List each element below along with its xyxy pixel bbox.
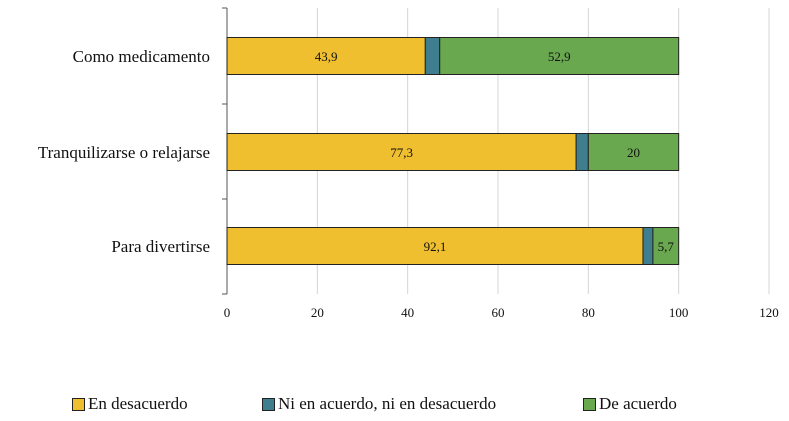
- data-label-de-acuerdo-para-divertirse: 5,7: [658, 239, 675, 254]
- category-label-para-divertirse: Para divertirse: [111, 237, 210, 256]
- legend-label-de-acuerdo: De acuerdo: [599, 394, 677, 413]
- bar-de-acuerdo-tranquilizarse-o-relajarse: [587, 133, 680, 171]
- bar-en-desacuerdo-para-divertirse: [226, 227, 644, 265]
- legend-item-de-acuerdo: De acuerdo: [583, 394, 677, 414]
- category-label-como-medicamento: Como medicamento: [73, 47, 210, 66]
- bar-de-acuerdo-como-medicamento: [439, 37, 680, 75]
- bar-ni-en-acuerdo-ni-en-desacuerdo-para-divertirse: [642, 227, 654, 265]
- legend-swatch-de-acuerdo: [583, 397, 596, 411]
- legend-label-ni-en-acuerdo: Ni en acuerdo, ni en desacuerdo: [278, 394, 497, 413]
- data-label-de-acuerdo-tranquilizarse-o-relajarse: 20: [627, 145, 640, 160]
- bar-ni-en-acuerdo-ni-en-desacuerdo-tranquilizarse-o-relajarse: [575, 133, 589, 171]
- legend-label-en-desacuerdo: En desacuerdo: [88, 394, 188, 413]
- bars: [226, 37, 680, 265]
- x-tick-label: 120: [759, 305, 779, 320]
- stacked-bar-chart: 0 20 40 60 80 100 120 Como medicamento Tranquili…: [38, 7, 779, 320]
- bar-en-desacuerdo-como-medicamento: [226, 37, 426, 75]
- x-tick-label: 80: [582, 305, 595, 320]
- bar-de-acuerdo-para-divertirse: [652, 227, 680, 265]
- legend: En desacuerdo Ni en acuerdo, ni en desac…: [0, 394, 789, 418]
- legend-swatch-en-desacuerdo: [72, 397, 85, 411]
- x-tick-label: 100: [669, 305, 689, 320]
- data-label-en-desacuerdo-como-medicamento: 43,9: [315, 49, 338, 64]
- category-label-tranquilizarse-o-relajarse: Tranquilizarse o relajarse: [38, 143, 210, 162]
- labels: 0 20 40 60 80 100 120 Como medicamento Tranquili…: [38, 47, 779, 320]
- data-label-de-acuerdo-como-medicamento: 52,9: [548, 49, 571, 64]
- x-tick-label: 0: [224, 305, 231, 320]
- legend-item-ni-en-acuerdo: Ni en acuerdo, ni en desacuerdo: [262, 394, 496, 414]
- legend-item-en-desacuerdo: En desacuerdo: [72, 394, 188, 414]
- x-tick-label: 60: [492, 305, 505, 320]
- data-label-en-desacuerdo-tranquilizarse-o-relajarse: 77,3: [390, 145, 413, 160]
- data-label-en-desacuerdo-para-divertirse: 92,1: [424, 239, 447, 254]
- legend-swatch-ni-en-acuerdo: [262, 397, 275, 411]
- x-tick-label: 40: [401, 305, 414, 320]
- bar-ni-en-acuerdo-ni-en-desacuerdo-como-medicamento: [424, 37, 441, 75]
- x-tick-label: 20: [311, 305, 324, 320]
